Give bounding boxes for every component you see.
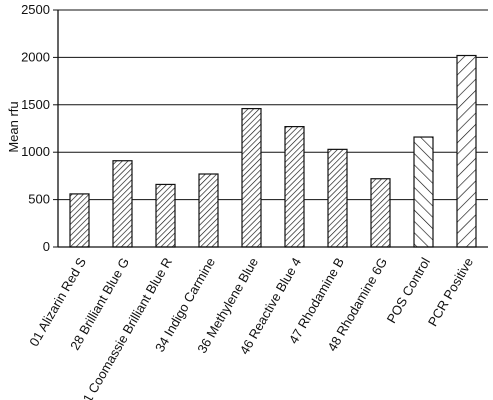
y-axis-title: Mean rfu — [6, 101, 21, 152]
bar — [370, 178, 391, 248]
x-category-label: POS Control — [384, 255, 434, 326]
y-tick-label: 2500 — [21, 2, 50, 17]
y-tick-label: 1000 — [21, 144, 50, 159]
bar — [198, 173, 219, 248]
axes — [57, 10, 488, 248]
x-category-label: PCR Positive — [425, 255, 476, 329]
bar — [112, 160, 133, 248]
y-tick-label: 0 — [43, 239, 50, 254]
x-category-labels: 01 Alizarin Red S28 Brilliant Blue G31 C… — [26, 255, 476, 400]
bar — [241, 107, 262, 248]
y-tick-label: 2000 — [21, 49, 50, 64]
bar — [284, 126, 305, 248]
y-tick-labels: 0 500 1000 1500 2000 2500 — [21, 2, 50, 254]
bar — [69, 193, 90, 248]
bar — [327, 148, 348, 248]
bar — [413, 136, 434, 248]
bars — [69, 54, 477, 248]
y-tick-label: 1500 — [21, 97, 50, 112]
bar — [155, 183, 176, 248]
y-tick-label: 500 — [28, 192, 50, 207]
bar — [456, 54, 477, 248]
